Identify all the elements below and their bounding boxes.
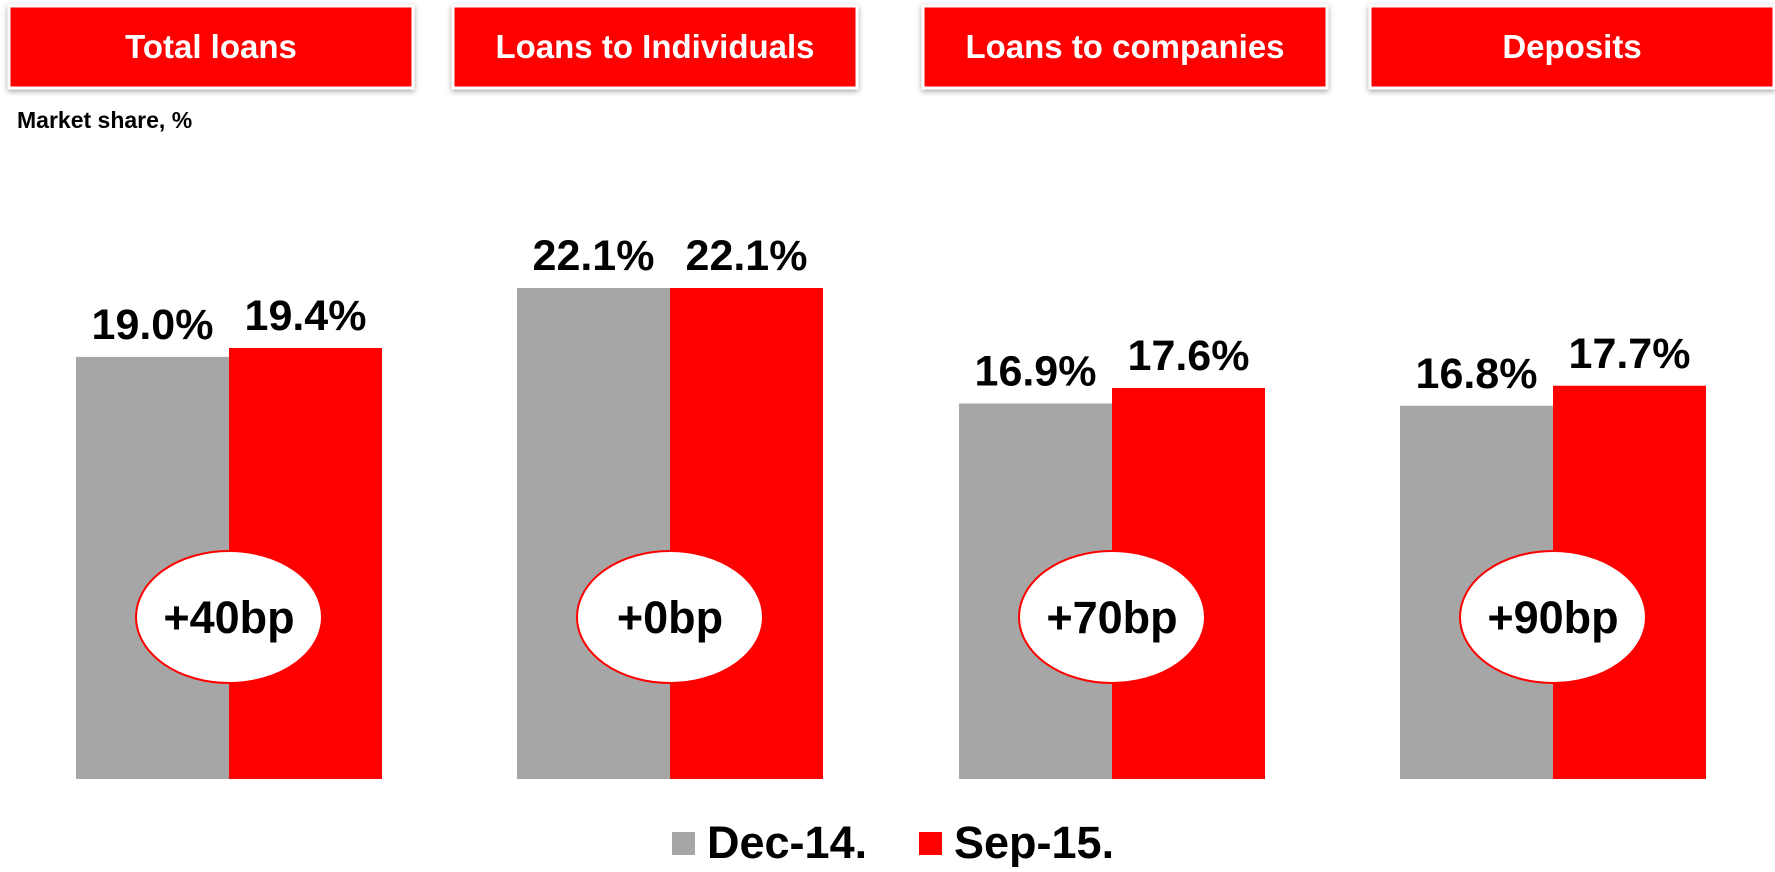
legend-swatch: [672, 832, 695, 855]
bar: [670, 288, 823, 779]
legend-label: Dec-14.: [707, 817, 867, 867]
value-label: 22.1%: [533, 232, 655, 280]
header-label: Loans to Individuals: [495, 28, 814, 65]
annotation-bubble: [576, 550, 764, 684]
subtitle: Market share, %: [17, 107, 192, 133]
legend-swatch: [919, 832, 942, 855]
bar: [517, 288, 670, 779]
value-label: 19.0%: [92, 301, 214, 349]
header-box: [451, 4, 859, 90]
annotation-bubble: [1459, 550, 1647, 684]
annotation: +70bp: [1046, 592, 1177, 643]
header-box: [1368, 4, 1775, 90]
annotation-bubble: [1018, 550, 1206, 684]
value-label: 17.6%: [1128, 332, 1250, 380]
annotation: +40bp: [163, 592, 294, 643]
header-label: Loans to companies: [965, 28, 1284, 65]
value-label: 17.7%: [1569, 330, 1691, 378]
header-label: Total loans: [125, 28, 297, 65]
header-box: [921, 4, 1329, 90]
legend-label: Sep-15.: [954, 817, 1114, 867]
header-box: [7, 4, 415, 90]
value-label: 16.9%: [975, 348, 1097, 396]
annotation: +90bp: [1487, 592, 1618, 643]
annotation-bubble: [135, 550, 323, 684]
value-label: 22.1%: [686, 232, 808, 280]
value-label: 16.8%: [1416, 350, 1538, 398]
value-label: 19.4%: [245, 292, 367, 340]
annotation: +0bp: [617, 592, 723, 643]
header-label: Deposits: [1502, 28, 1641, 65]
